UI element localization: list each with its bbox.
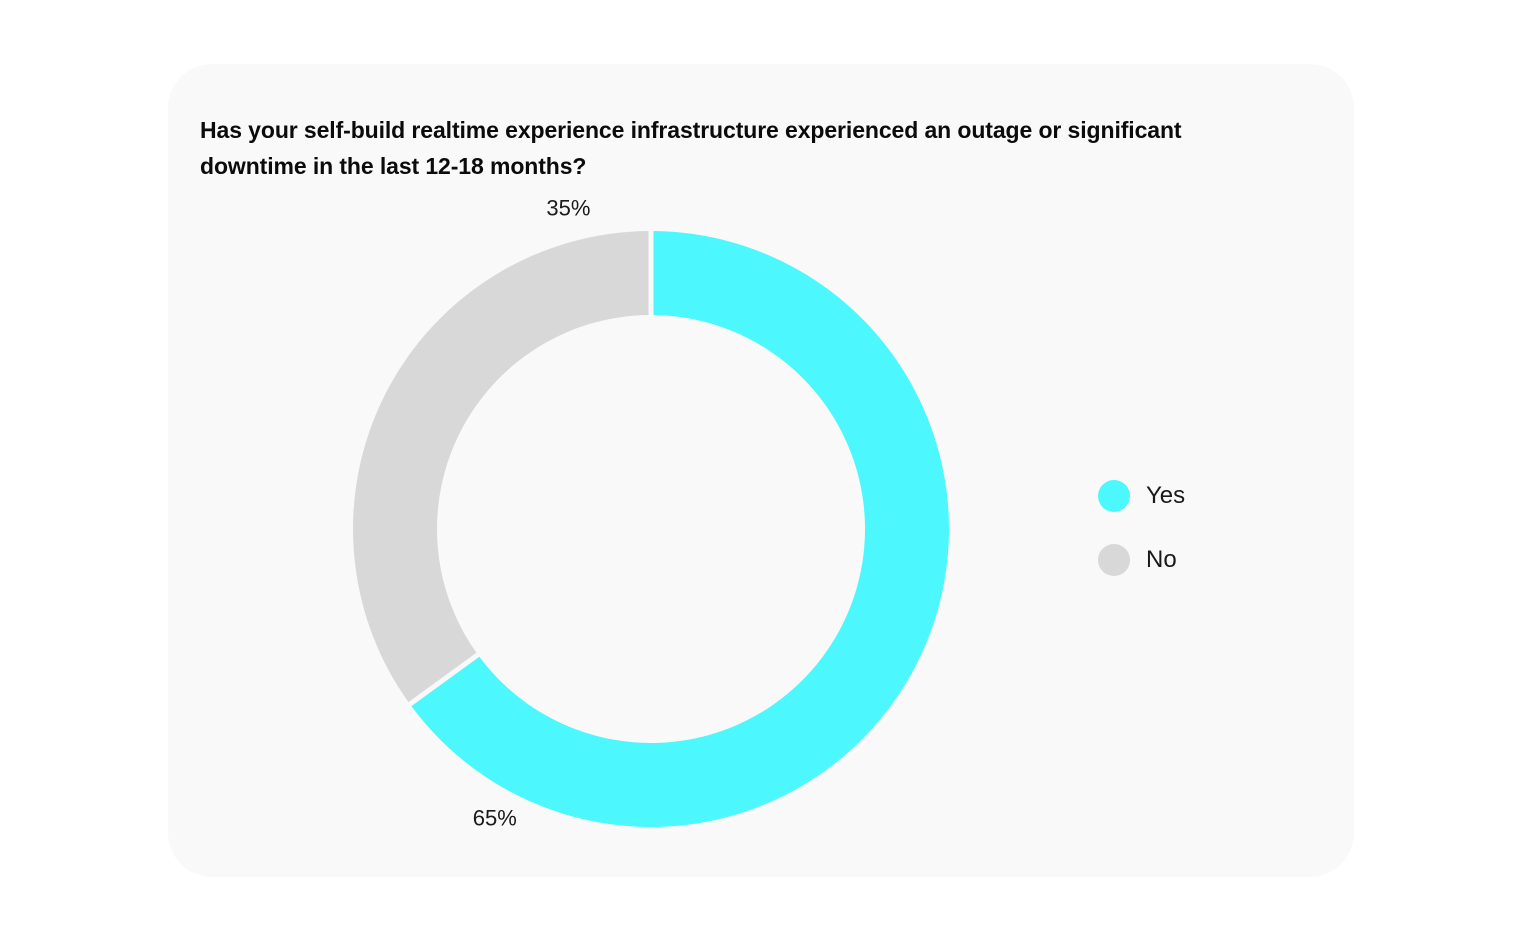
donut-slices — [352, 231, 949, 828]
donut-chart: 65% 35% — [352, 195, 949, 830]
legend-swatch-yes — [1098, 480, 1130, 512]
legend-swatch-no — [1098, 544, 1130, 576]
chart-legend: Yes No — [1098, 480, 1185, 608]
donut-value-labels: 65% 35% — [473, 195, 591, 830]
chart-card: Has your self-build realtime experience … — [168, 64, 1354, 877]
donut-slice-yes — [411, 231, 949, 828]
legend-item-yes: Yes — [1098, 480, 1185, 512]
legend-label-no: No — [1146, 546, 1177, 573]
legend-label-yes: Yes — [1146, 482, 1186, 509]
value-label-no: 35% — [546, 195, 590, 220]
donut-slice-no — [352, 231, 649, 703]
value-label-yes: 65% — [473, 805, 517, 830]
chart-title: Has your self-build realtime experience … — [200, 117, 1182, 179]
legend-item-no: No — [1098, 544, 1185, 576]
